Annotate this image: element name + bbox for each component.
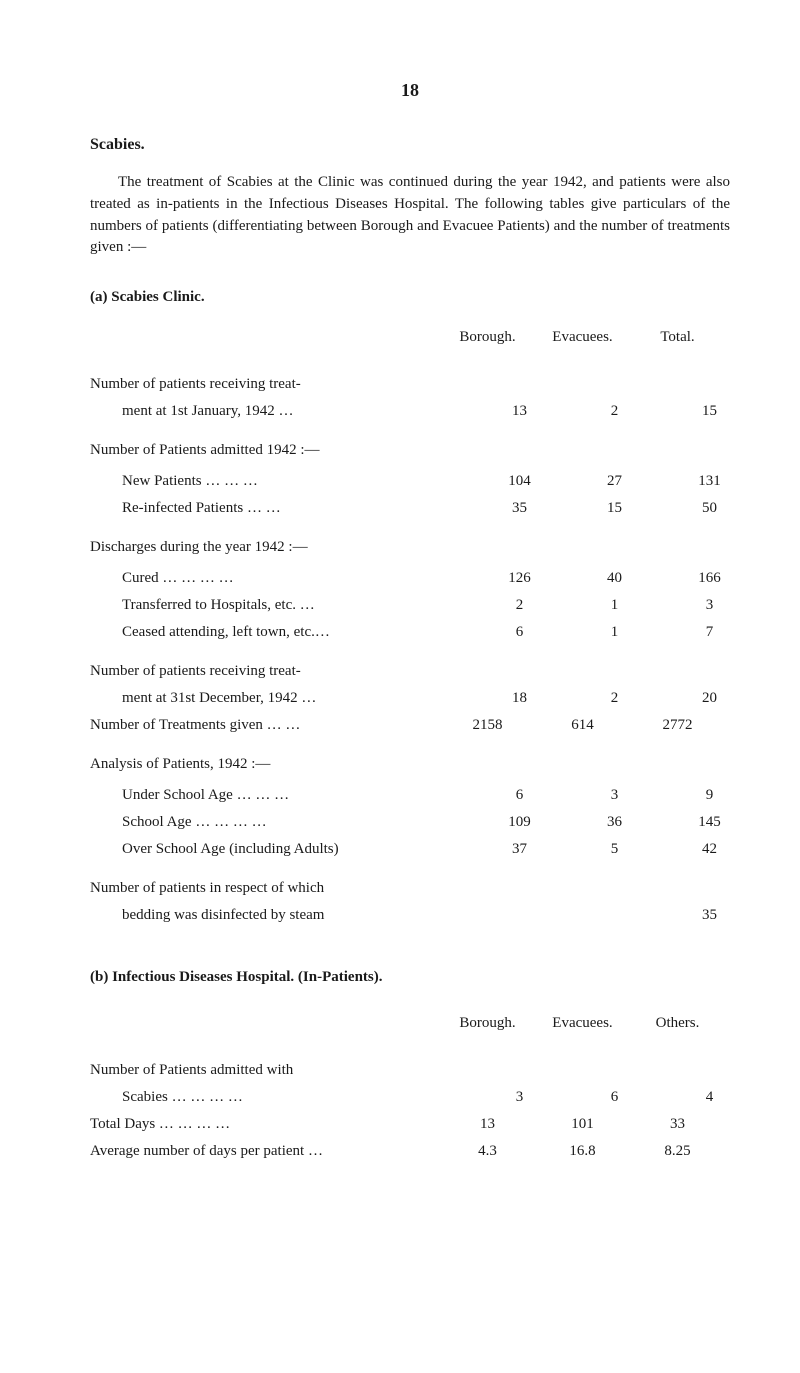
cell: 2 <box>567 398 662 425</box>
table-row: Transferred to Hospitals, etc. …213 <box>90 592 730 619</box>
col-evacuees-b: Evacuees. <box>535 1010 630 1037</box>
page: 18 Scabies. The treatment of Scabies at … <box>0 0 800 1293</box>
cell: 6 <box>567 1084 662 1111</box>
table-row: Scabies … … … …364 <box>90 1084 730 1111</box>
cell: 50 <box>662 495 757 522</box>
table-row-line1: Number of patients receiving treat- <box>90 658 730 685</box>
table-row-line1: Number of patients in respect of which <box>90 875 730 902</box>
cell: 104 <box>472 468 567 495</box>
table-row: Total Days … … … …1310133 <box>90 1111 730 1138</box>
cell: 145 <box>662 809 757 836</box>
row-label: bedding was disinfected by steam <box>90 902 472 929</box>
cell <box>567 902 662 929</box>
cell: 5 <box>567 836 662 863</box>
cell: 1 <box>567 592 662 619</box>
cell: 6 <box>472 619 567 646</box>
cell: 40 <box>567 565 662 592</box>
row-label: New Patients … … … <box>90 468 472 495</box>
section-a-heading: (a) Scabies Clinic. <box>90 289 730 306</box>
table-row: bedding was disinfected by steam35 <box>90 902 730 929</box>
cell: 3 <box>567 782 662 809</box>
row-label: ment at 1st January, 1942 … <box>90 398 472 425</box>
table-a-header: Borough. Evacuees. Total. <box>90 324 730 351</box>
cell: 8.25 <box>630 1138 725 1165</box>
cell: 6 <box>472 782 567 809</box>
cell: 4.3 <box>440 1138 535 1165</box>
cell: 13 <box>472 398 567 425</box>
row-label: Under School Age … … … <box>90 782 472 809</box>
cell: 9 <box>662 782 757 809</box>
cell: 614 <box>535 712 630 739</box>
table-row: School Age … … … …10936145 <box>90 809 730 836</box>
cell: 3 <box>662 592 757 619</box>
table-row: Over School Age (including Adults)37542 <box>90 836 730 863</box>
row-label: Number of Treatments given … … <box>90 712 440 739</box>
cell: 2772 <box>630 712 725 739</box>
row-label: Scabies … … … … <box>90 1084 472 1111</box>
table-b-header: Borough. Evacuees. Others. <box>90 1010 730 1037</box>
row-label: School Age … … … … <box>90 809 472 836</box>
cell: 37 <box>472 836 567 863</box>
row-label: ment at 31st December, 1942 … <box>90 685 472 712</box>
table-row-line1: Number of Patients admitted with <box>90 1057 730 1084</box>
table-row: New Patients … … …10427131 <box>90 468 730 495</box>
table-row-header: Number of Patients admitted 1942 :— <box>90 437 730 464</box>
col-total: Total. <box>630 324 725 351</box>
cell: 35 <box>472 495 567 522</box>
page-number: 18 <box>90 80 730 101</box>
cell: 2158 <box>440 712 535 739</box>
cell: 126 <box>472 565 567 592</box>
table-row: ment at 31st December, 1942 …18220 <box>90 685 730 712</box>
cell: 1 <box>567 619 662 646</box>
table-row: Under School Age … … …639 <box>90 782 730 809</box>
cell: 7 <box>662 619 757 646</box>
table-row: Average number of days per patient …4.31… <box>90 1138 730 1165</box>
table-b: Borough. Evacuees. Others. Number of Pat… <box>90 1010 730 1165</box>
cell: 35 <box>662 902 757 929</box>
cell: 18 <box>472 685 567 712</box>
cell: 3 <box>472 1084 567 1111</box>
table-row-header: Analysis of Patients, 1942 :— <box>90 751 730 778</box>
intro-paragraph: The treatment of Scabies at the Clinic w… <box>90 172 730 259</box>
col-evacuees: Evacuees. <box>535 324 630 351</box>
row-label: Average number of days per patient … <box>90 1138 440 1165</box>
cell: 166 <box>662 565 757 592</box>
col-borough: Borough. <box>440 324 535 351</box>
cell: 101 <box>535 1111 630 1138</box>
cell: 33 <box>630 1111 725 1138</box>
cell: 131 <box>662 468 757 495</box>
cell: 16.8 <box>535 1138 630 1165</box>
cell: 15 <box>662 398 757 425</box>
table-row-line1: Number of patients receiving treat- <box>90 371 730 398</box>
table-row: Cured … … … …12640166 <box>90 565 730 592</box>
table-row: Re-infected Patients … …351550 <box>90 495 730 522</box>
cell: 42 <box>662 836 757 863</box>
row-label: Cured … … … … <box>90 565 472 592</box>
cell: 2 <box>567 685 662 712</box>
cell: 36 <box>567 809 662 836</box>
cell: 4 <box>662 1084 757 1111</box>
title: Scabies. <box>90 136 730 154</box>
table-row: ment at 1st January, 1942 …13215 <box>90 398 730 425</box>
cell: 2 <box>472 592 567 619</box>
cell <box>472 902 567 929</box>
row-label: Ceased attending, left town, etc.… <box>90 619 472 646</box>
row-label: Re-infected Patients … … <box>90 495 472 522</box>
cell: 15 <box>567 495 662 522</box>
col-borough-b: Borough. <box>440 1010 535 1037</box>
cell: 27 <box>567 468 662 495</box>
row-label: Over School Age (including Adults) <box>90 836 472 863</box>
table-a: Borough. Evacuees. Total. Number of pati… <box>90 324 730 929</box>
row-label: Total Days … … … … <box>90 1111 440 1138</box>
row-label: Transferred to Hospitals, etc. … <box>90 592 472 619</box>
cell: 20 <box>662 685 757 712</box>
col-others: Others. <box>630 1010 725 1037</box>
cell: 109 <box>472 809 567 836</box>
table-row-header: Discharges during the year 1942 :— <box>90 534 730 561</box>
section-b-heading: (b) Infectious Diseases Hospital. (In-Pa… <box>90 969 730 986</box>
table-row: Ceased attending, left town, etc.…617 <box>90 619 730 646</box>
cell: 13 <box>440 1111 535 1138</box>
table-row: Number of Treatments given … …2158614277… <box>90 712 730 739</box>
